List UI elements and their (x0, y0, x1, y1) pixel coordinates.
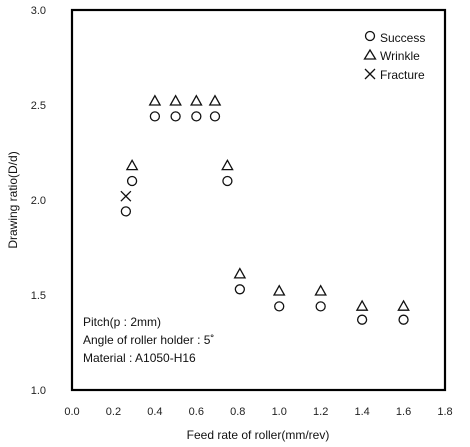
legend: Success Wrinkle Fracture (363, 30, 425, 82)
data-point-wrinkle (148, 94, 162, 106)
data-point-success (356, 314, 368, 325)
x-tick-label: 1.6 (396, 406, 411, 418)
y-tick-label: 2.0 (31, 195, 46, 207)
data-point-success (234, 284, 246, 295)
data-point-wrinkle (355, 299, 369, 311)
data-point-success (126, 175, 138, 187)
plot-frame (70, 8, 447, 392)
data-point-wrinkle (125, 158, 139, 171)
x-tick-label: 1.8 (437, 406, 452, 418)
data-point-fracture (120, 190, 132, 202)
data-point-wrinkle (208, 94, 222, 106)
data-point-wrinkle (221, 158, 234, 171)
x-tick-label: 0.6 (189, 406, 204, 418)
annotation-angle: Angle of roller holder : 5˚ (83, 333, 214, 347)
x-tick-label: 1.2 (313, 406, 328, 418)
legend-marker-success (364, 30, 376, 42)
x-tick-label: 1.4 (354, 406, 369, 418)
x-tick-label: 0.4 (147, 406, 162, 418)
y-tick-label: 3.0 (31, 5, 46, 17)
data-point-wrinkle (397, 299, 410, 311)
y-tick-label: 1.0 (31, 385, 46, 397)
y-axis-title: Drawing ratio(D/d) (6, 151, 20, 248)
y-tick-label: 2.5 (31, 100, 46, 112)
annotation-block: Pitch(p : 2mm) Angle of roller holder : … (83, 315, 214, 365)
x-tick-label: 0.0 (64, 406, 79, 418)
data-point-success (170, 111, 181, 122)
x-axis-title: Feed rate of roller(mm/rev) (187, 428, 330, 442)
data-point-success (398, 314, 409, 325)
annotation-pitch: Pitch(p : 2mm) (83, 315, 161, 329)
data-point-success (315, 301, 326, 312)
legend-label-fracture: Fracture (380, 68, 425, 82)
data-point-wrinkle (314, 284, 327, 296)
legend-label-success: Success (380, 31, 425, 45)
data-point-success (209, 111, 221, 122)
data-point-wrinkle (190, 94, 203, 106)
data-point-wrinkle (169, 94, 182, 106)
annotation-material: Material : A1050-H16 (83, 351, 196, 365)
legend-marker-fracture (364, 68, 376, 80)
y-tick-label: 1.5 (31, 290, 46, 302)
legend-label-wrinkle: Wrinkle (380, 49, 420, 63)
data-marks (120, 94, 410, 325)
data-point-success (149, 111, 161, 122)
axis-ticks: 0.0 0.2 0.4 0.6 0.8 1.0 1.2 1.4 1.6 1.8 1.0 1.5 2.0 2… (31, 5, 453, 418)
data-point-success (222, 175, 233, 187)
data-point-success (274, 301, 285, 312)
x-tick-label: 1.0 (272, 406, 287, 418)
data-point-wrinkle (272, 284, 286, 296)
legend-marker-wrinkle (363, 48, 377, 60)
x-tick-label: 0.2 (106, 406, 121, 418)
data-point-wrinkle (233, 267, 247, 279)
data-point-success (120, 206, 132, 217)
x-tick-label: 0.8 (230, 406, 245, 418)
data-point-success (191, 111, 202, 122)
